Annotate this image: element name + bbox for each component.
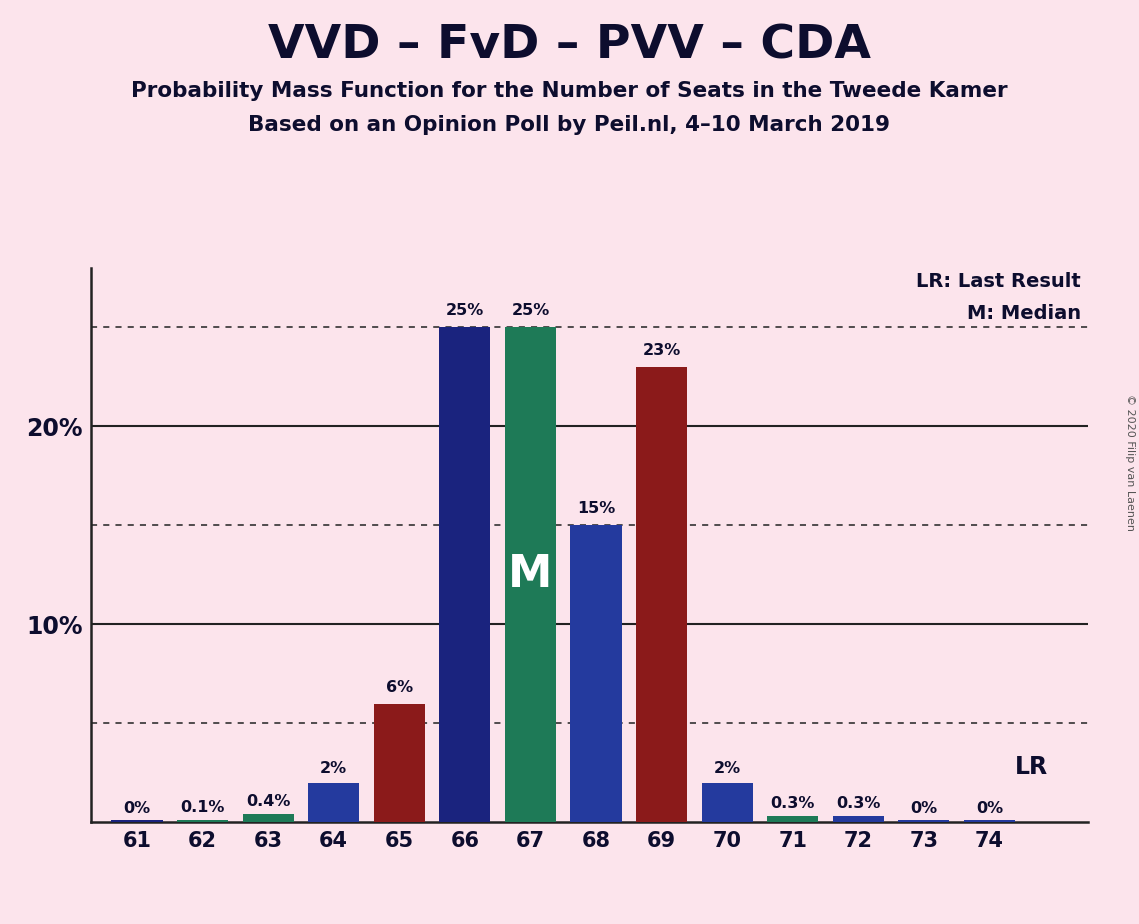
Text: 0.4%: 0.4% [246, 795, 290, 809]
Text: Probability Mass Function for the Number of Seats in the Tweede Kamer: Probability Mass Function for the Number… [131, 81, 1008, 102]
Text: 0%: 0% [910, 801, 937, 816]
Text: 25%: 25% [445, 303, 484, 319]
Bar [636, 367, 687, 822]
Text: © 2020 Filip van Laenen: © 2020 Filip van Laenen [1125, 394, 1134, 530]
Bar [899, 820, 950, 822]
Text: 2%: 2% [713, 760, 740, 776]
Text: 0.3%: 0.3% [770, 796, 814, 811]
Text: M: Median: M: Median [967, 304, 1081, 322]
Bar [177, 820, 228, 822]
Bar [571, 526, 622, 822]
Bar [243, 814, 294, 822]
Bar [702, 783, 753, 822]
Text: 23%: 23% [642, 343, 681, 359]
Text: 2%: 2% [320, 760, 347, 776]
Text: VVD – FvD – PVV – CDA: VVD – FvD – PVV – CDA [268, 23, 871, 68]
Bar [112, 820, 163, 822]
Bar [833, 817, 884, 822]
Bar [768, 817, 818, 822]
Text: 0.1%: 0.1% [180, 800, 224, 816]
Text: 0%: 0% [976, 801, 1003, 816]
Bar [964, 820, 1015, 822]
Text: 25%: 25% [511, 303, 549, 319]
Bar [440, 327, 491, 822]
Bar [374, 703, 425, 822]
Bar [309, 783, 359, 822]
Text: LR: Last Result: LR: Last Result [917, 272, 1081, 291]
Text: M: M [508, 553, 552, 596]
Text: 0.3%: 0.3% [836, 796, 880, 811]
Text: 6%: 6% [386, 680, 412, 695]
Text: 0%: 0% [123, 801, 150, 816]
Text: Based on an Opinion Poll by Peil.nl, 4–10 March 2019: Based on an Opinion Poll by Peil.nl, 4–1… [248, 115, 891, 135]
Text: 15%: 15% [576, 502, 615, 517]
Text: LR: LR [1015, 755, 1048, 779]
Bar [505, 327, 556, 822]
